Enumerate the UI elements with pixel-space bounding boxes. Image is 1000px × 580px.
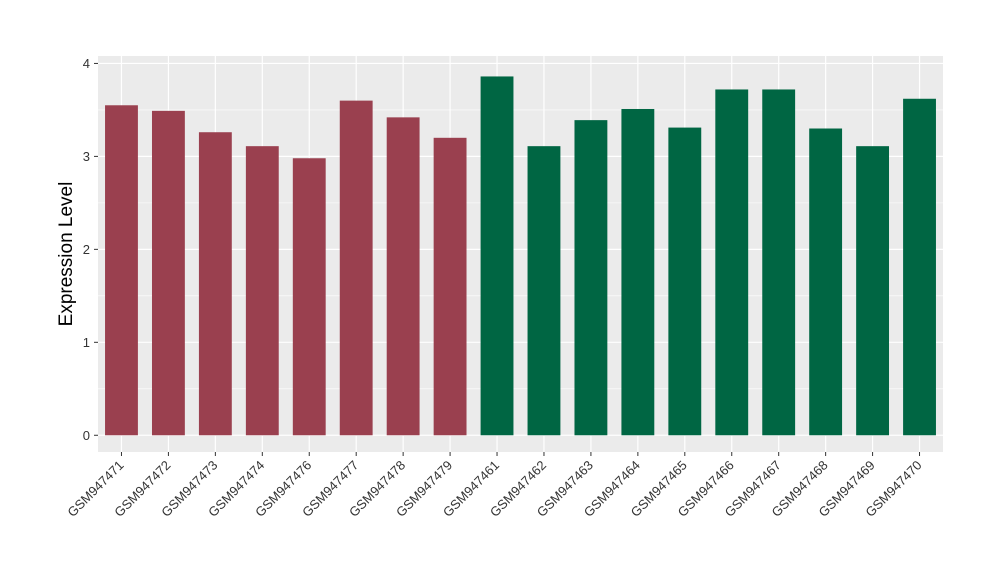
bar-GSM947470: [903, 98, 936, 436]
bar-GSM947462: [527, 146, 561, 436]
bar-GSM947469: [856, 146, 890, 436]
bar-GSM947479: [433, 137, 467, 436]
bar-GSM947465: [668, 127, 702, 436]
y-tick-label: 3: [83, 149, 90, 164]
y-tick-label: 2: [83, 242, 90, 257]
bar-GSM947468: [809, 128, 843, 436]
y-axis-title: Expression Level: [56, 182, 77, 327]
x-axis: GSM947471GSM947472GSM947473GSM947474GSM9…: [64, 452, 925, 520]
bar-GSM947464: [621, 108, 655, 436]
bar-GSM947474: [245, 146, 279, 436]
bar-GSM947471: [105, 105, 138, 436]
bar-GSM947461: [480, 76, 514, 436]
y-tick-label: 4: [83, 56, 90, 71]
bar-GSM947472: [151, 110, 185, 436]
bar-GSM947467: [762, 89, 796, 436]
bar-GSM947466: [715, 89, 749, 436]
bar-GSM947477: [339, 100, 373, 436]
y-axis: 0 1 2 3 4: [83, 56, 98, 443]
bar-GSM947478: [386, 117, 420, 436]
plot-panel: [98, 56, 943, 452]
bar-GSM947476: [292, 158, 326, 436]
y-tick-label: 1: [83, 335, 90, 350]
bar-GSM947473: [198, 132, 232, 436]
y-tick-label: 0: [83, 428, 90, 443]
bars: [105, 76, 936, 436]
bar-GSM947463: [574, 120, 608, 436]
